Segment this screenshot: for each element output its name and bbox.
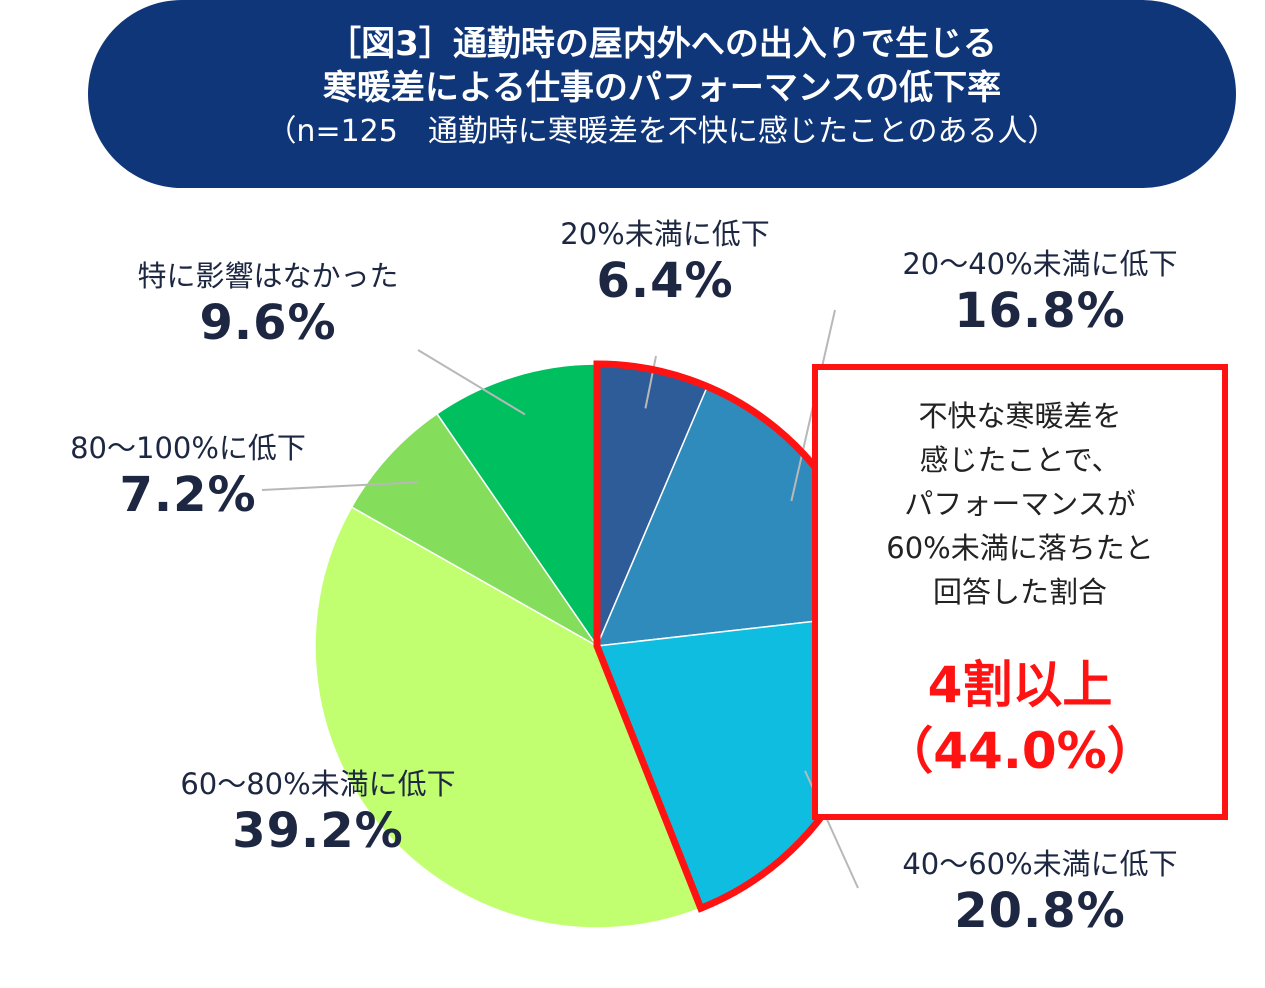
label-slice-2: 40～60%未満に低下 20.8% xyxy=(850,846,1230,940)
chart-title-banner: ［図3］通勤時の屋内外への出入りで生じる 寒暖差による仕事のパフォーマンスの低下… xyxy=(88,0,1236,188)
subtitle-sample: （n=125 通勤時に寒暖差を不快に感じたことのある人） xyxy=(266,114,1058,149)
label-category: 特に影響はなかった xyxy=(137,259,399,293)
label-percent: 16.8% xyxy=(954,283,1126,339)
label-category: 60～80%未満に低下 xyxy=(180,767,456,801)
title-line-2: 寒暖差による仕事のパフォーマンスの低下率 xyxy=(322,68,1002,108)
label-slice-3: 60～80%未満に低下 39.2% xyxy=(118,766,518,860)
label-percent: 6.4% xyxy=(596,253,734,309)
label-percent: 39.2% xyxy=(232,803,404,859)
callout-line: パフォーマンスが xyxy=(904,487,1136,521)
callout-percent: （44.0%） xyxy=(883,722,1157,780)
highlight-callout: 不快な寒暖差を 感じたことで、 パフォーマンスが 60%未満に落ちたと 回答した… xyxy=(812,364,1228,820)
label-percent: 7.2% xyxy=(119,467,257,523)
leader-line-4 xyxy=(261,481,419,491)
label-category: 20～40%未満に低下 xyxy=(902,247,1178,281)
leader-line-0 xyxy=(644,355,657,409)
leader-line-5 xyxy=(417,349,526,416)
callout-line: 60%未満に落ちたと xyxy=(886,531,1154,565)
label-percent: 20.8% xyxy=(954,883,1126,939)
callout-description: 不快な寒暖差を 感じたことで、 パフォーマンスが 60%未満に落ちたと 回答した… xyxy=(818,394,1222,614)
label-category: 40～60%未満に低下 xyxy=(902,847,1178,881)
callout-line: 感じたことで、 xyxy=(919,443,1121,477)
label-slice-0: 20%未満に低下 6.4% xyxy=(520,216,810,310)
pie-slice-4 xyxy=(350,412,598,647)
label-category: 20%未満に低下 xyxy=(560,217,770,251)
callout-line: 不快な寒暖差を xyxy=(918,399,1122,433)
title-line-1: ［図3］通勤時の屋内外への出入りで生じる xyxy=(327,24,997,64)
label-slice-5: 特に影響はなかった 9.6% xyxy=(108,258,428,352)
label-slice-4: 80～100%に低下 7.2% xyxy=(18,430,358,524)
callout-line: 回答した割合 xyxy=(932,575,1107,609)
pie-slice-5 xyxy=(435,363,598,649)
callout-headline: 4割以上 xyxy=(927,656,1113,714)
pie-slice-3 xyxy=(314,506,702,929)
label-category: 80～100%に低下 xyxy=(70,431,306,465)
label-slice-1: 20～40%未満に低下 16.8% xyxy=(850,246,1230,340)
label-percent: 9.6% xyxy=(199,295,337,351)
